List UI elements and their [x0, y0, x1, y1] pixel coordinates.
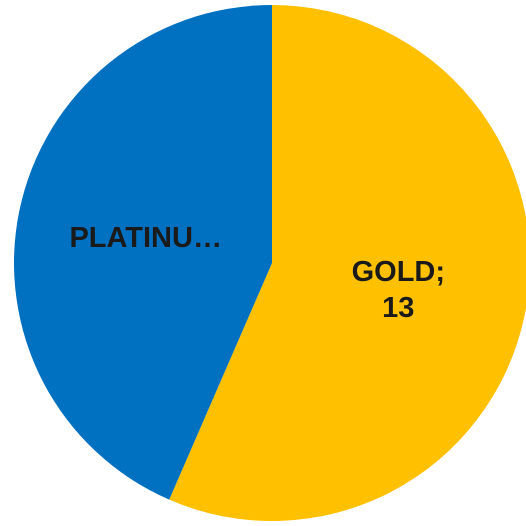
slice-label-line: 13	[382, 292, 414, 324]
slice-label-line: GOLD;	[352, 256, 445, 288]
pie-slice-platinum	[14, 5, 272, 500]
pie-slice-gold	[169, 5, 526, 521]
slice-label-gold: GOLD; 13	[352, 256, 445, 324]
slice-label-platinum: PLATINU…	[69, 222, 222, 254]
slice-label-line: PLATINU…	[69, 222, 222, 254]
